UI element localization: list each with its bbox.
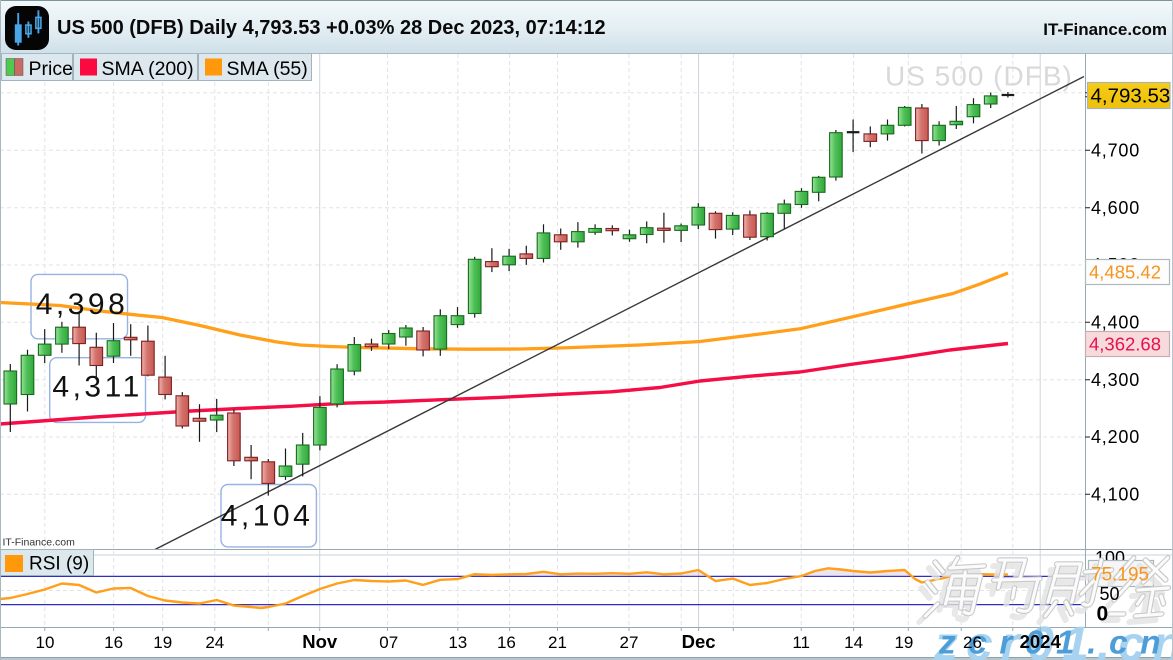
svg-text:19: 19 bbox=[153, 633, 172, 652]
svg-text:16: 16 bbox=[104, 633, 123, 652]
svg-text:4,311: 4,311 bbox=[52, 371, 142, 404]
svg-text:4,100: 4,100 bbox=[1091, 485, 1140, 505]
svg-text:4,200: 4,200 bbox=[1091, 427, 1140, 447]
svg-text:4,485.42: 4,485.42 bbox=[1089, 262, 1161, 283]
svg-text:50: 50 bbox=[1100, 584, 1120, 604]
svg-text:Price: Price bbox=[29, 58, 73, 80]
svg-text:2024: 2024 bbox=[1020, 631, 1062, 652]
svg-text:4,362.68: 4,362.68 bbox=[1089, 334, 1161, 355]
svg-text:SMA (55): SMA (55) bbox=[227, 58, 308, 80]
svg-text:13: 13 bbox=[448, 633, 467, 652]
svg-text:10: 10 bbox=[36, 633, 55, 652]
svg-text:Nov: Nov bbox=[302, 631, 338, 652]
svg-text:16: 16 bbox=[497, 633, 516, 652]
svg-text:SMA (200): SMA (200) bbox=[102, 58, 194, 80]
svg-text:Dec: Dec bbox=[682, 631, 716, 652]
svg-text:75.195: 75.195 bbox=[1091, 565, 1149, 586]
svg-text:26: 26 bbox=[963, 633, 982, 652]
svg-text:4,104: 4,104 bbox=[221, 500, 314, 533]
svg-text:0: 0 bbox=[1097, 603, 1109, 626]
svg-text:4,400: 4,400 bbox=[1091, 313, 1140, 333]
svg-text:4,300: 4,300 bbox=[1091, 370, 1140, 390]
svg-text:4,793.53: 4,793.53 bbox=[1091, 85, 1171, 108]
svg-text:4,398: 4,398 bbox=[36, 288, 129, 321]
svg-text:US 500 (DFB): US 500 (DFB) bbox=[885, 61, 1073, 92]
svg-text:14: 14 bbox=[844, 633, 863, 652]
svg-text:zcr01.cn: zcr01.cn bbox=[933, 618, 1173, 660]
svg-text:IT-Finance.com: IT-Finance.com bbox=[3, 537, 76, 549]
svg-text:zcr01.cn: zcr01.cn bbox=[938, 625, 1173, 660]
svg-text:21: 21 bbox=[548, 633, 567, 652]
svg-text:RSI (9): RSI (9) bbox=[29, 554, 89, 575]
svg-text:24: 24 bbox=[205, 633, 224, 652]
svg-text:07: 07 bbox=[379, 633, 398, 652]
svg-text:4,600: 4,600 bbox=[1091, 198, 1140, 218]
svg-text:4,700: 4,700 bbox=[1091, 141, 1140, 161]
svg-text:27: 27 bbox=[620, 633, 639, 652]
svg-text:11: 11 bbox=[792, 633, 810, 652]
svg-text:19: 19 bbox=[894, 633, 913, 652]
